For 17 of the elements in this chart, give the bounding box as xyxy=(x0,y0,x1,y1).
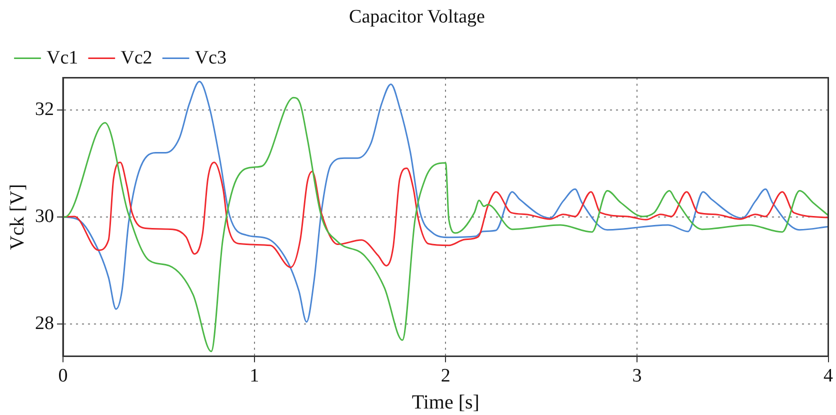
y-axis-title: Vck [V] xyxy=(6,184,28,250)
x-tick-label: 1 xyxy=(250,366,260,387)
chart-title: Capacitor Voltage xyxy=(349,6,485,28)
x-tick-label: 2 xyxy=(440,366,450,387)
x-tick-label: 4 xyxy=(824,366,834,387)
y-tick-label: 30 xyxy=(35,206,54,227)
y-tick-label: 28 xyxy=(35,313,54,334)
line-series xyxy=(63,96,828,352)
x-tick-label: 0 xyxy=(58,366,68,387)
legend-label: Vc2 xyxy=(120,47,152,68)
y-tick-label: 32 xyxy=(35,98,54,120)
line-series xyxy=(63,80,828,323)
x-axis-title: Time [s] xyxy=(412,391,480,414)
legend-label: Vc1 xyxy=(46,47,78,68)
x-tick-label: 3 xyxy=(632,366,642,387)
line-series xyxy=(63,162,828,268)
legend-label: Vc3 xyxy=(194,47,226,68)
